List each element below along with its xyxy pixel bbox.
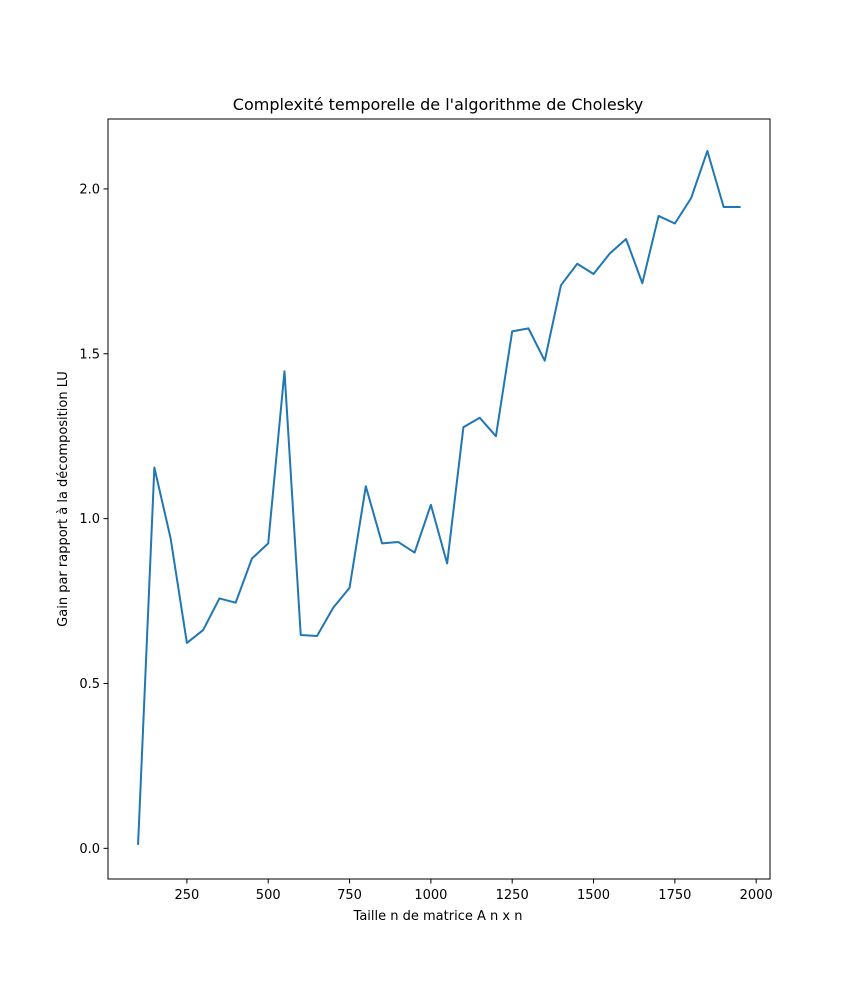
x-tick-label: 1000 (414, 888, 447, 903)
y-tick-label: 0.5 (79, 677, 100, 692)
y-tick-label: 1.5 (79, 347, 100, 362)
x-tick-label: 2000 (740, 888, 773, 903)
axes-frame (107, 118, 771, 880)
x-tick-label: 750 (337, 888, 362, 903)
chart-title: Complexité temporelle de l'algorithme de… (233, 95, 643, 114)
x-tick-label: 1250 (496, 888, 529, 903)
y-tick-label: 2.0 (79, 182, 100, 197)
y-axis-label: Gain par rapport à la décomposition LU (56, 371, 71, 627)
x-tick-label: 500 (256, 888, 281, 903)
plot-area: 250 500 750 1000 1250 1500 1750 2000 0.0 0.5 1.0 1.… (79, 118, 773, 903)
x-tick-label: 250 (174, 888, 199, 903)
x-tick-label: 1750 (658, 888, 691, 903)
series-line (137, 149, 741, 846)
x-axis-label: Taille n de matrice A n x n (353, 909, 523, 924)
y-tick-label: 1.0 (79, 512, 100, 527)
y-tick-label: 0.0 (79, 842, 100, 857)
x-tick-label: 1500 (577, 888, 610, 903)
